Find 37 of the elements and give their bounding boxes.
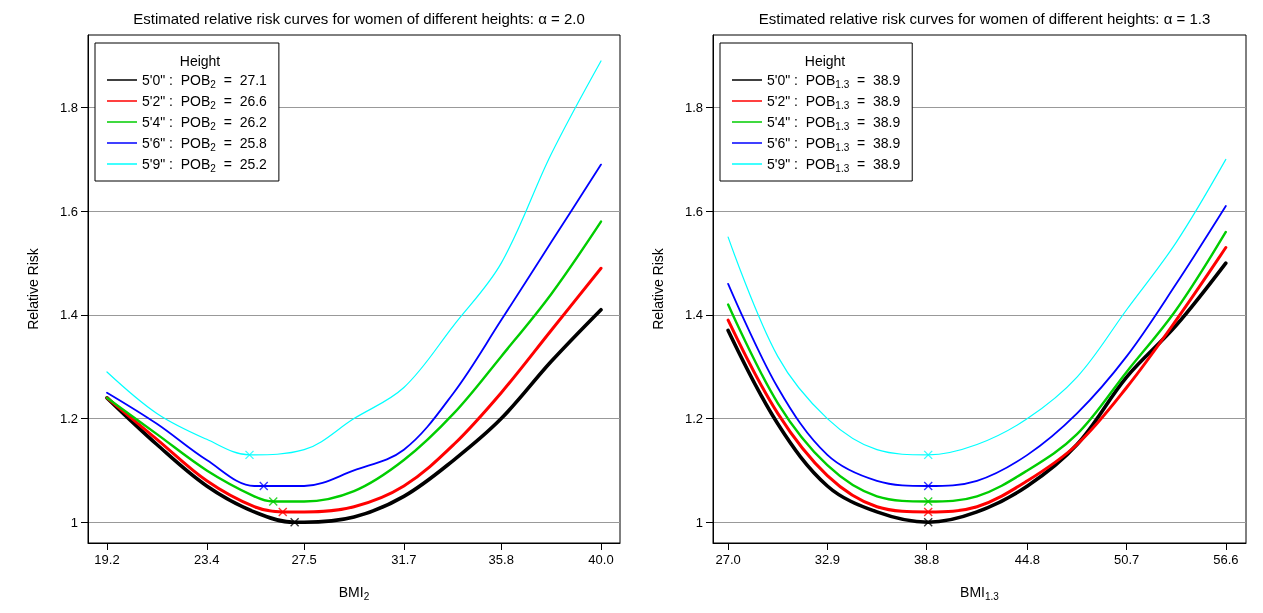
y-tick-label: 1 xyxy=(70,514,78,530)
point xyxy=(289,517,300,527)
x-tick-label: 19.2 xyxy=(94,552,120,567)
x-tick-label: 27.5 xyxy=(291,552,317,567)
y-tick-label: 1.8 xyxy=(59,100,78,116)
x-tick-label: 56.6 xyxy=(1213,552,1239,567)
point xyxy=(268,496,278,507)
x-tick-label: 23.4 xyxy=(194,552,220,567)
legend-title: Height xyxy=(179,53,221,69)
x-tick-label: 35.8 xyxy=(488,552,514,567)
x-tick-label: 40.0 xyxy=(588,552,614,567)
chart-title: Estimated relative risk curves for women of different heights: α = 2.0 xyxy=(133,10,585,27)
y-axis-title: Relative Risk xyxy=(650,247,666,330)
x-tick-label: 31.7 xyxy=(391,552,417,567)
line-series xyxy=(105,307,603,525)
point xyxy=(278,507,288,517)
x-tick-label: 32.9 xyxy=(814,552,840,567)
line-series xyxy=(727,158,1227,456)
point xyxy=(259,481,269,491)
x-tick-label: 44.8 xyxy=(1014,552,1041,567)
y-tick-label: 1.4 xyxy=(59,307,78,323)
x-tick-label: 50.7 xyxy=(1113,552,1140,567)
y-tick-label: 1.2 xyxy=(59,411,78,427)
y-tick-label: 1 xyxy=(695,514,703,530)
line-series xyxy=(105,266,603,514)
x-tick-label: 38.8 xyxy=(913,552,940,567)
y-tick-label: 1.4 xyxy=(684,307,703,323)
y-tick-label: 1.2 xyxy=(684,411,703,427)
y-tick-label: 1.8 xyxy=(684,100,703,116)
y-tick-label: 1.6 xyxy=(59,203,78,219)
line-series xyxy=(105,220,603,503)
y-tick-label: 1.6 xyxy=(684,203,703,219)
x-tick-label: 27.0 xyxy=(715,552,741,567)
chart-title: Estimated relative risk curves for women of different heights: α = 1.3 xyxy=(758,10,1211,27)
legend-title: Height xyxy=(804,53,846,69)
y-axis-title: Relative Risk xyxy=(25,247,41,330)
point xyxy=(244,450,255,460)
